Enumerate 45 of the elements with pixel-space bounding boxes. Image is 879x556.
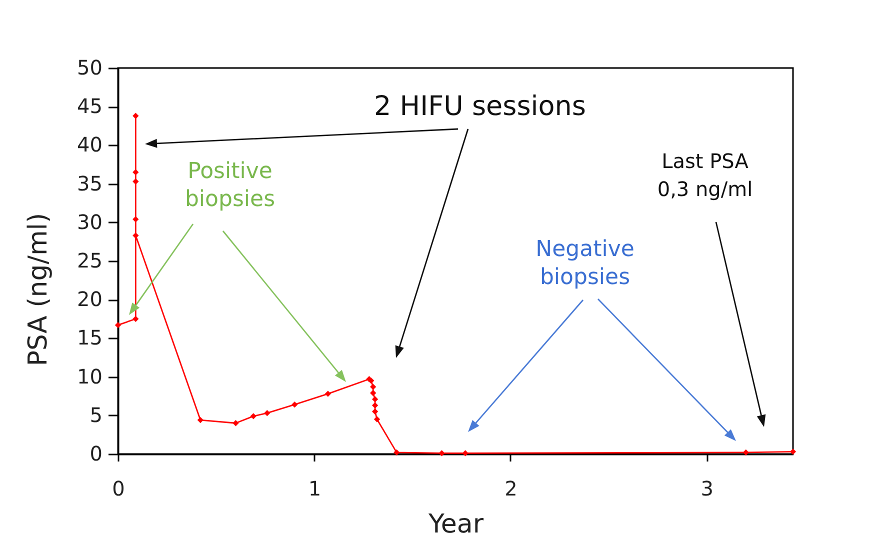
annotation: Last PSA 0,3 ng/ml bbox=[657, 149, 753, 201]
point bbox=[438, 450, 445, 456]
point bbox=[370, 390, 376, 396]
point bbox=[132, 232, 139, 239]
point bbox=[132, 112, 139, 119]
point bbox=[742, 449, 749, 456]
x-tick-label: 0 bbox=[112, 476, 125, 500]
point bbox=[132, 178, 139, 185]
y-tick-label: 25 bbox=[77, 248, 102, 272]
point bbox=[462, 450, 468, 456]
y-axis-title: PSA (ng/ml) bbox=[24, 212, 54, 366]
point bbox=[132, 216, 139, 222]
point bbox=[264, 410, 270, 416]
point bbox=[372, 402, 378, 408]
annotation: 2 HIFU sessions bbox=[374, 91, 586, 122]
x-tick-label: 2 bbox=[504, 476, 518, 500]
point bbox=[197, 416, 204, 424]
point bbox=[232, 420, 239, 426]
y-tick-label: 40 bbox=[77, 132, 102, 157]
point bbox=[114, 322, 122, 328]
point bbox=[372, 408, 378, 415]
point bbox=[132, 316, 139, 322]
point bbox=[132, 169, 139, 176]
point bbox=[374, 416, 380, 422]
x-tick-label: 1 bbox=[308, 476, 322, 500]
y-tick-label: 20 bbox=[77, 287, 102, 312]
point bbox=[324, 390, 332, 397]
point bbox=[790, 448, 796, 455]
point bbox=[372, 396, 378, 402]
point bbox=[292, 402, 298, 408]
x-tick-label: 3 bbox=[700, 476, 714, 500]
y-tick-label: 10 bbox=[77, 364, 102, 388]
point bbox=[250, 413, 256, 420]
y-tick-label: 45 bbox=[77, 94, 102, 118]
y-tick-label: 35 bbox=[77, 171, 102, 196]
x-axis-title: Year bbox=[427, 510, 484, 540]
y-tick-label: 5 bbox=[90, 402, 102, 427]
y-tick-label: 50 bbox=[77, 56, 102, 80]
y-tick-label: 15 bbox=[77, 326, 102, 350]
y-tick-label: 0 bbox=[90, 442, 102, 466]
point bbox=[394, 449, 400, 456]
y-tick-label: 30 bbox=[77, 210, 102, 234]
annotation: Negative biopsies bbox=[536, 237, 634, 290]
point bbox=[370, 384, 376, 390]
annotation: Positive biopsies bbox=[184, 159, 276, 212]
